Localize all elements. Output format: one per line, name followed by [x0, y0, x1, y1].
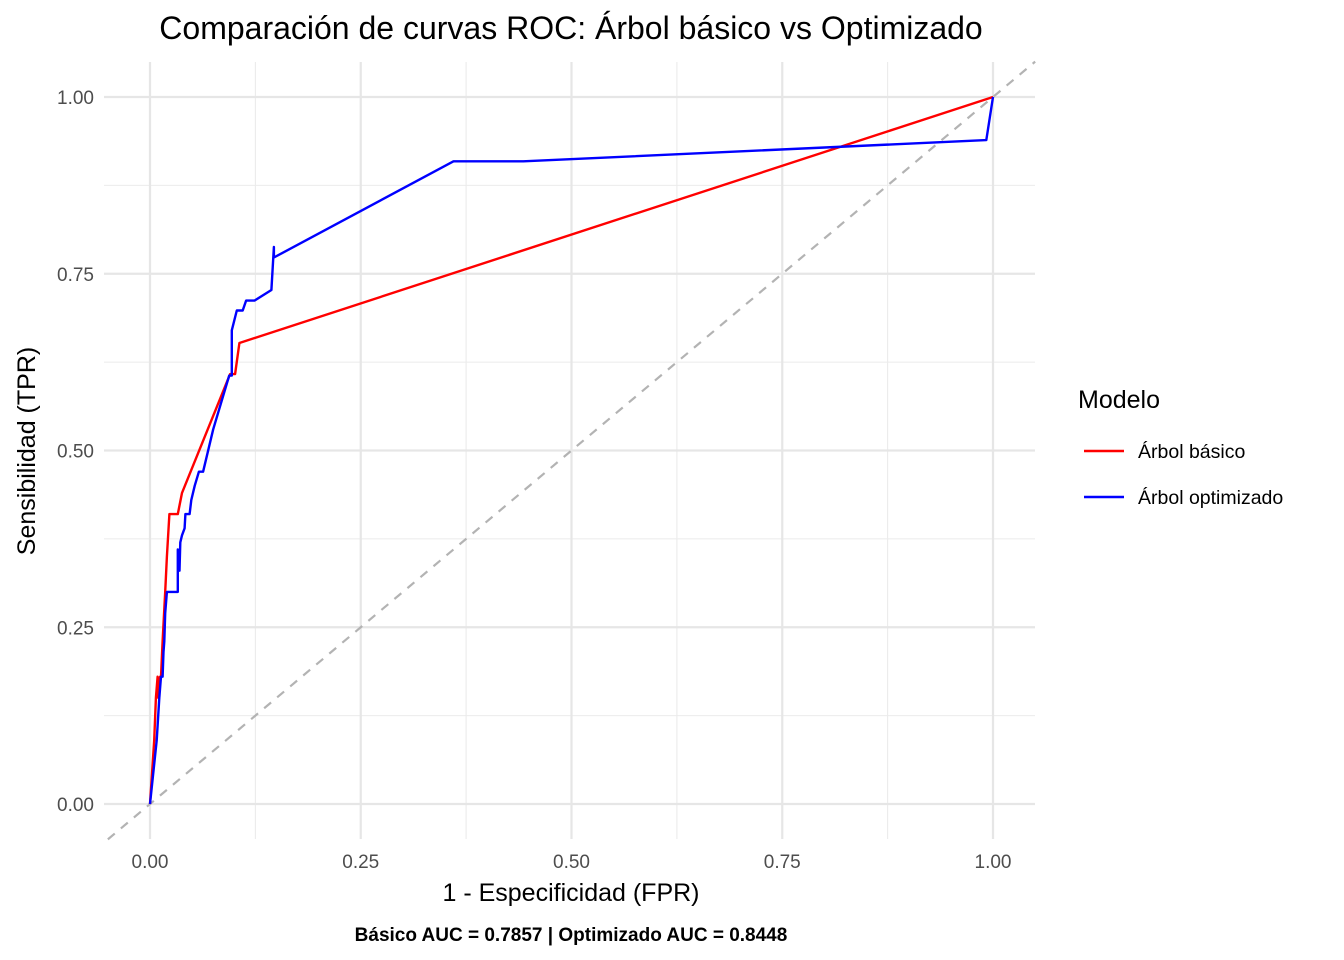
legend-label: Árbol básico — [1138, 440, 1245, 463]
chart-title: Comparación de curvas ROC: Árbol básico … — [159, 10, 982, 46]
x-tick-label: 0.00 — [132, 852, 169, 873]
reference-diagonal — [107, 60, 1036, 841]
y-axis-title: Sensibilidad (TPR) — [13, 347, 41, 555]
x-tick-label: 0.50 — [553, 852, 590, 873]
y-tick-label: 0.75 — [57, 265, 94, 286]
legend-label: Árbol optimizado — [1138, 486, 1283, 509]
x-tick-label: 0.75 — [764, 852, 801, 873]
x-axis-title: 1 - Especificidad (FPR) — [442, 879, 699, 907]
y-tick-label: 0.50 — [57, 442, 94, 463]
series-line-optimizado — [148, 96, 995, 805]
x-tick-label: 1.00 — [975, 852, 1012, 873]
y-tick-label: 0.00 — [57, 795, 94, 816]
reference-diagonal-group — [107, 60, 1036, 841]
y-axis-ticks: 0.00 0.25 0.50 0.75 1.00 — [57, 88, 94, 816]
roc-series — [148, 95, 995, 805]
y-tick-label: 1.00 — [57, 88, 94, 109]
major-gridlines — [104, 62, 1035, 839]
y-tick-label: 0.25 — [57, 618, 94, 639]
x-axis-ticks: 0.00 0.25 0.50 0.75 1.00 — [132, 852, 1012, 873]
auc-caption: Básico AUC = 0.7857 | Optimizado AUC = 0… — [355, 925, 788, 946]
legend: Modelo Árbol básico Árbol optimizado — [1078, 386, 1283, 509]
legend-title: Modelo — [1078, 386, 1160, 414]
x-tick-label: 0.25 — [342, 852, 379, 873]
